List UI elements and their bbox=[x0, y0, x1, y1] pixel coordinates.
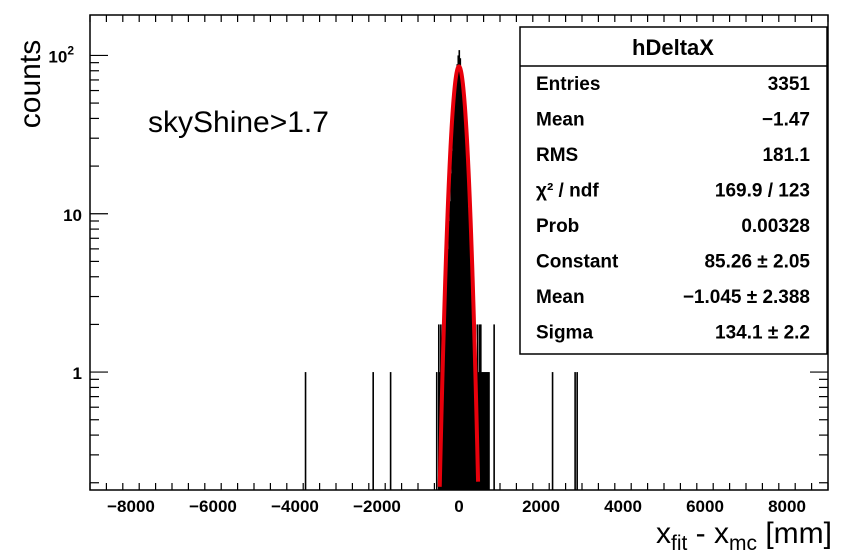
histogram-bar-51 bbox=[486, 372, 488, 490]
histogram-bar-26 bbox=[460, 69, 463, 491]
histogram-bar-24 bbox=[458, 50, 461, 491]
histogram-bar-56 bbox=[574, 372, 576, 490]
histogram-bar-38 bbox=[472, 296, 475, 490]
histogram-bar-19 bbox=[453, 105, 455, 491]
x-tick-label: 6000 bbox=[686, 497, 724, 516]
y-tick-label-base: 10 bbox=[48, 47, 67, 66]
histogram-bar-49 bbox=[484, 372, 486, 490]
stats-row-label: Prob bbox=[536, 216, 579, 237]
histogram-bar-0 bbox=[304, 372, 307, 490]
histogram-bar-48 bbox=[483, 372, 485, 490]
histogram-bar-11 bbox=[445, 296, 447, 490]
histogram-bar-37 bbox=[471, 296, 474, 490]
histogram-bar-3 bbox=[435, 372, 438, 490]
histogram-bar-34 bbox=[468, 229, 471, 490]
histogram-bar-13 bbox=[447, 248, 449, 490]
histogram-bar-4 bbox=[437, 324, 440, 490]
histogram-bar-15 bbox=[449, 201, 451, 490]
stats-row-value: 0.00328 bbox=[741, 216, 810, 237]
histogram-bar-36 bbox=[470, 276, 473, 490]
histogram-bar-18 bbox=[452, 125, 454, 490]
stats-row-label: Constant bbox=[536, 252, 619, 273]
histogram-bar-20 bbox=[454, 88, 456, 490]
histogram-bar-30 bbox=[464, 129, 467, 490]
histogram-bar-16 bbox=[450, 173, 452, 491]
x-tick-label: −4000 bbox=[271, 497, 319, 516]
x-tick-label: −6000 bbox=[189, 497, 237, 516]
x-axis-title-unit: [mm] bbox=[757, 517, 832, 550]
stats-row-label: Mean bbox=[536, 110, 585, 131]
x-axis-ticks bbox=[89, 15, 829, 490]
histogram-bar-10 bbox=[444, 296, 446, 490]
x-tick-label: 8000 bbox=[768, 497, 806, 516]
histogram-bar-44 bbox=[478, 324, 481, 490]
histogram-bar-53 bbox=[488, 372, 490, 490]
stats-row-value: 134.1 ± 2.2 bbox=[715, 323, 810, 344]
x-tick-label: −8000 bbox=[107, 497, 155, 516]
x-axis-title-x1: x bbox=[656, 517, 671, 550]
stats-row-value: 181.1 bbox=[762, 145, 810, 166]
histogram-bar-14 bbox=[448, 220, 450, 491]
x-axis-title-minus: - bbox=[687, 517, 714, 550]
histogram-bar-46 bbox=[481, 372, 483, 490]
stats-row-value: 169.9 / 123 bbox=[715, 181, 810, 202]
x-tick-label: 4000 bbox=[604, 497, 642, 516]
stats-box-title: hDeltaX bbox=[632, 35, 714, 60]
stats-row-value: −1.045 ± 2.388 bbox=[683, 287, 810, 308]
histogram-bar-32 bbox=[466, 177, 469, 490]
stats-row-value: 85.26 ± 2.05 bbox=[704, 252, 810, 273]
y-tick-label: 1 bbox=[73, 364, 82, 383]
histogram-bar-50 bbox=[485, 372, 487, 490]
histogram-bar-54 bbox=[493, 324, 495, 490]
histogram-bar-52 bbox=[487, 372, 489, 490]
stats-row-label: Sigma bbox=[536, 323, 593, 344]
stats-row-value: 3351 bbox=[768, 74, 811, 95]
stats-box: hDeltaX Entries 3351 Mean −1.47 RMS 181.1 χ² /… bbox=[519, 26, 828, 355]
x-axis-title-sub-fit: fit bbox=[671, 532, 688, 555]
histogram-bar-47 bbox=[482, 372, 484, 490]
histogram-bar-12 bbox=[446, 261, 448, 490]
histogram-bar-55 bbox=[551, 372, 554, 490]
histogram-bar-1 bbox=[372, 372, 374, 490]
stats-box-border bbox=[519, 26, 828, 355]
histogram-bar-22 bbox=[456, 64, 459, 491]
histogram-bar-45 bbox=[480, 324, 482, 490]
x-tick-label: −2000 bbox=[353, 497, 401, 516]
x-axis-title: xfit - xmc [mm] bbox=[656, 517, 832, 555]
histogram-bar-9 bbox=[443, 324, 445, 490]
histogram-bar-21 bbox=[455, 75, 458, 491]
histogram-bar-57 bbox=[576, 372, 578, 490]
histogram-bar-27 bbox=[461, 79, 464, 491]
stats-row-label: RMS bbox=[536, 145, 578, 166]
histogram-bar-25 bbox=[459, 58, 462, 491]
histogram-bar-33 bbox=[467, 207, 470, 490]
x-axis-tick-labels: −8000 −6000 −4000 −2000 0 2000 4000 6000 8000 bbox=[107, 497, 806, 516]
y-tick-label-exponent: 2 bbox=[67, 43, 74, 57]
gaussian-fit-curve bbox=[437, 64, 481, 487]
x-tick-label: 2000 bbox=[522, 497, 560, 516]
stats-row-label: χ² / ndf bbox=[536, 181, 599, 202]
plot-frame bbox=[89, 14, 829, 491]
y-tick-label: 102 bbox=[48, 43, 74, 66]
stats-box-rows: Entries 3351 Mean −1.47 RMS 181.1 χ² / ndf 169.… bbox=[536, 74, 810, 344]
y-axis-title: counts bbox=[14, 40, 47, 128]
histogram-bar-31 bbox=[465, 153, 468, 490]
histogram-bar-2 bbox=[389, 372, 392, 490]
x-axis-title-x2: x bbox=[714, 517, 729, 550]
histogram-bar-28 bbox=[462, 92, 465, 491]
x-axis-title-sub-mc: mc bbox=[729, 532, 757, 555]
y-tick-label: 10 bbox=[63, 206, 82, 225]
stats-row-value: −1.47 bbox=[762, 110, 810, 131]
annotation-label: skyShine>1.7 bbox=[148, 106, 329, 139]
stats-row-label: Entries bbox=[536, 74, 600, 95]
histogram-bar-17 bbox=[451, 150, 453, 490]
histogram-bar-29 bbox=[463, 110, 466, 490]
histogram-bar-35 bbox=[469, 248, 472, 490]
x-tick-label: 0 bbox=[454, 497, 463, 516]
histogram-bar-23 bbox=[457, 55, 460, 490]
stats-row-label: Mean bbox=[536, 287, 585, 308]
